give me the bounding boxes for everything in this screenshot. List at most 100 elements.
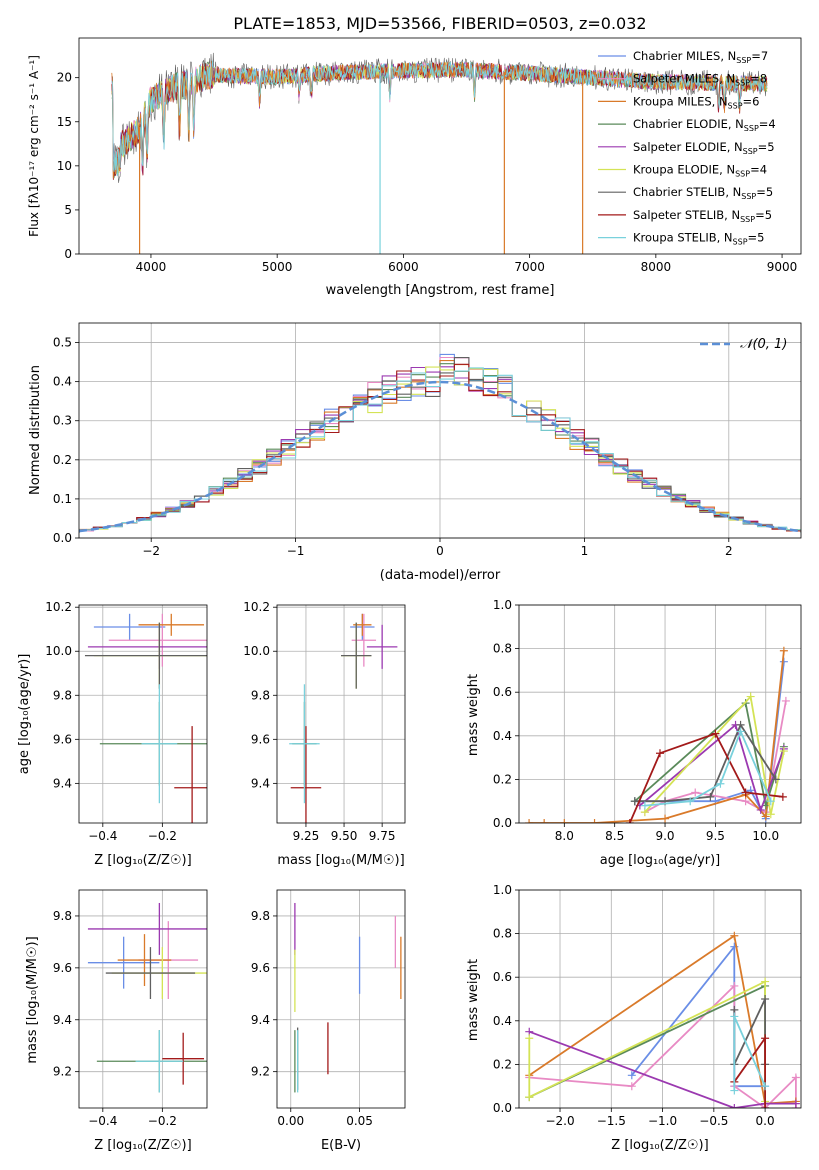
y-tick-label: 1.0 [493,883,512,897]
histogram-series-step [79,363,801,533]
legend-entry: Kroupa STELIB, NSSP=5 [633,231,764,247]
y-tick-label: 9.4 [251,776,270,790]
axes-frame [78,37,802,255]
data-point-marker [791,1073,800,1082]
residual-histogram-panel: −2 −1 0 1 2 0.0 0.1 0.2 0.3 0.4 0.5 𝒩(0, 1) [53,322,802,558]
data-point-marker [781,696,790,705]
x-tick-label: 8.5 [605,829,624,843]
data-point-marker [771,775,780,784]
plot-area [294,902,402,1093]
x-tick-label: 9.0 [655,829,674,843]
x-tick-label: 9.50 [331,829,358,843]
data-point-marker [761,1104,770,1108]
data-point-marker [706,792,715,801]
axes-frame [518,604,802,824]
x-tick-label: 9.75 [369,829,396,843]
x-tick-label: −0.4 [88,829,117,843]
plot-area [525,931,800,1108]
y-tick-label: 9.6 [251,961,270,975]
plot-area [111,52,768,254]
hist-xlabel: (data-model)/error [380,568,501,583]
x-tick-label: 8000 [641,260,672,274]
y-tick-label: 9.8 [251,909,270,923]
age-mass-xlabel: mass [log₁₀(M/M☉)] [277,853,404,868]
data-point-marker [525,819,534,823]
data-point-marker [736,727,745,736]
plot-area [289,613,398,823]
axes-frame [518,889,802,1109]
data-point-marker [590,819,599,823]
x-tick-label: −0.5 [699,1114,728,1128]
plot-area [525,646,790,823]
y-tick-label: 0.6 [493,970,512,984]
y-tick-label: 1.0 [493,598,512,612]
legend-entry: Kroupa ELODIE, NSSP=4 [633,163,767,179]
y-tick-label: 10.0 [243,644,270,658]
y-tick-label: 9.2 [251,1065,270,1079]
x-tick-label: 4000 [136,260,167,274]
data-point-marker [656,749,664,758]
y-tick-label: 0.2 [53,453,72,467]
data-point-marker [791,1099,800,1108]
hist-ylabel: Normed distribution [28,365,43,495]
mass-ebv-xlabel: E(B-V) [321,1138,361,1153]
gaussian-reference-line [79,380,801,533]
y-tick-label: 9.2 [53,1065,72,1079]
y-tick-label: 0.5 [53,336,72,350]
axes-frame [78,889,208,1109]
data-point-marker [630,797,639,806]
legend-entry: Salpeter ELODIE, NSSP=5 [633,140,775,156]
y-tick-label: 0.0 [493,816,512,830]
plot-area [84,613,207,823]
mass-weight-series-line [631,944,766,1108]
y-tick-label: 9.6 [251,732,270,746]
data-point-marker [625,819,634,823]
mass-weight-series-line [528,934,796,1105]
y-tick-label: 0.0 [493,1101,512,1115]
y-tick-label: 0.1 [53,492,72,506]
mass-weight-vs-age-panel: 8.0 8.5 9.0 9.5 10.0 0.0 0.2 0.4 0.6 0.8 1.0 [493,598,802,843]
y-tick-label: 0.8 [493,642,512,656]
y-tick-label: 10 [57,159,72,173]
y-tick-label: 9.4 [53,1013,72,1027]
y-tick-label: 9.4 [53,776,72,790]
plot-area [79,353,801,534]
data-point-marker [627,1082,636,1091]
legend-entry: Salpeter MILES, NSSP=8 [633,72,767,88]
data-point-marker [779,646,788,655]
data-point-marker [730,931,739,940]
y-tick-label: 10.0 [45,644,72,658]
data-point-marker [779,747,788,756]
y-tick-label: 9.8 [53,909,72,923]
data-point-marker [766,810,775,819]
data-point-marker [716,779,725,788]
y-tick-label: 20 [57,71,72,85]
y-tick-label: 9.8 [53,688,72,702]
x-tick-label: 10.0 [752,829,779,843]
mass-z-ylabel: mass [log₁₀(M/M☉)] [25,936,40,1063]
legend-entry: Chabrier STELIB, NSSP=5 [633,185,773,201]
data-point-marker [686,797,695,806]
y-tick-label: 0.0 [53,531,72,545]
x-tick-label: 0.0 [756,1114,775,1128]
data-point-marker [540,819,549,823]
data-point-marker [778,792,787,801]
spectrum-legend: Chabrier MILES, NSSP=7 Salpeter MILES, NS… [598,49,776,247]
histogram-series-step [79,367,801,534]
data-point-marker [525,1093,534,1102]
data-point-marker [730,981,739,990]
x-tick-label: −0.2 [148,1114,177,1128]
x-tick-label: 8.0 [555,829,574,843]
x-tick-label: 9.25 [293,829,320,843]
y-tick-label: 10.2 [45,600,72,614]
y-tick-label: 9.4 [251,1013,270,1027]
legend-entry: Chabrier ELODIE, NSSP=4 [633,117,776,133]
plot-area [87,902,207,1093]
data-point-marker [711,729,720,738]
spectrum-ylabel: Flux [fλ10⁻¹⁷ erg cm⁻² s⁻¹ A⁻¹] [27,55,41,237]
x-tick-label: 0.00 [277,1114,304,1128]
axes-frame [78,604,208,824]
y-tick-label: 5 [64,203,72,217]
x-tick-label: 2 [725,544,733,558]
y-tick-label: 10.2 [243,600,270,614]
